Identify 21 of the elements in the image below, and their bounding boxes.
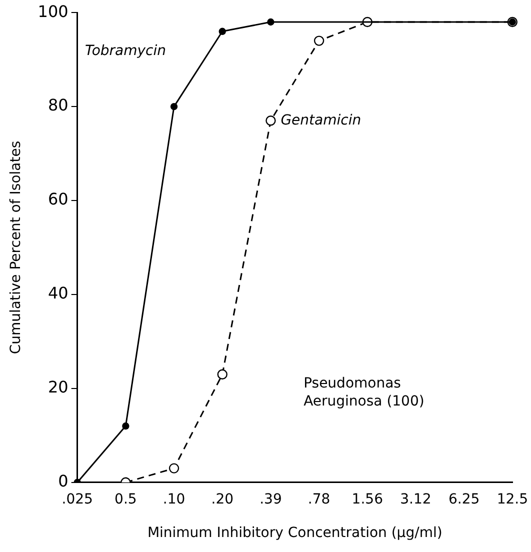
y-tick-label: 40 <box>48 284 68 303</box>
annotation: Pseudomonas Aeruginosa (100) <box>304 375 424 410</box>
x-tick-label: 0.5 <box>114 491 137 508</box>
text: Tobramycin <box>85 43 166 60</box>
x-tick-label: .20 <box>211 491 234 508</box>
x-tick-label: 1.56 <box>352 491 384 508</box>
x-tick-label: .10 <box>162 491 186 508</box>
y-tick-label: 60 <box>48 190 68 209</box>
x-tick-label: 3.12 <box>400 491 432 508</box>
x-tick-label: 12.5 <box>496 491 528 508</box>
x-tick-label: 6.25 <box>448 491 480 508</box>
y-tick-label: 100 <box>38 2 68 21</box>
x-tick-label: .025 <box>62 491 93 508</box>
y-axis-title: Cumulative Percent of Isolates <box>8 140 24 354</box>
y-tick-label: 0 <box>58 472 68 491</box>
y-tick-label: 20 <box>48 378 68 397</box>
x-tick-label: .78 <box>308 491 330 508</box>
x-tick-label: .39 <box>260 491 282 508</box>
series-label: Gentamicin <box>280 112 362 128</box>
y-tick-label: 80 <box>48 96 68 115</box>
x-axis-title: Minimum Inhibitory Concentration (μg/ml) <box>147 525 442 542</box>
